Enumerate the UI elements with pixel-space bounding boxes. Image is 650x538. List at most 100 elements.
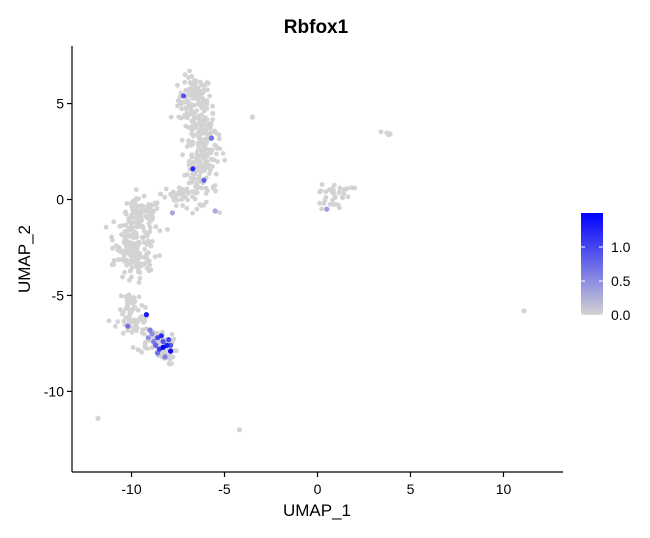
data-point xyxy=(166,337,172,343)
data-point xyxy=(184,205,190,211)
data-point xyxy=(158,333,164,339)
legend-tick-label: 0.0 xyxy=(611,307,631,323)
data-point xyxy=(175,82,180,88)
data-point xyxy=(180,152,185,158)
data-point xyxy=(217,210,223,216)
data-point xyxy=(129,329,135,335)
data-point xyxy=(143,304,148,310)
data-point xyxy=(144,231,150,237)
data-point xyxy=(210,117,216,122)
data-point xyxy=(143,312,149,318)
data-point xyxy=(126,234,132,239)
data-point xyxy=(191,102,197,108)
data-point xyxy=(210,164,216,170)
data-point xyxy=(152,254,158,259)
data-point xyxy=(190,111,195,117)
data-point xyxy=(205,80,210,85)
data-point xyxy=(337,205,342,211)
data-point xyxy=(341,191,347,197)
data-point xyxy=(148,206,154,212)
data-point xyxy=(190,194,195,199)
data-point xyxy=(184,144,190,149)
x-tick-label: 5 xyxy=(407,481,415,497)
data-point xyxy=(160,344,166,350)
data-point xyxy=(345,194,351,200)
data-point xyxy=(133,231,139,237)
data-point xyxy=(319,206,324,212)
data-point xyxy=(132,298,138,304)
data-point xyxy=(190,166,196,172)
data-point xyxy=(165,227,170,232)
data-point xyxy=(196,142,202,148)
data-point xyxy=(199,82,205,88)
data-point xyxy=(203,159,209,165)
data-point xyxy=(162,194,168,200)
legend-tick-label: 0.5 xyxy=(611,273,631,289)
data-point xyxy=(329,189,335,195)
data-point xyxy=(173,348,179,354)
data-point xyxy=(146,221,152,227)
data-point xyxy=(111,258,117,263)
data-point xyxy=(195,85,201,90)
data-point xyxy=(201,88,207,94)
data-point xyxy=(205,188,210,194)
data-point xyxy=(131,317,137,323)
data-point xyxy=(181,93,187,99)
data-point xyxy=(171,336,177,342)
data-point xyxy=(182,189,187,194)
data-point xyxy=(148,267,154,273)
data-point xyxy=(122,269,127,275)
data-point xyxy=(194,190,200,196)
data-point xyxy=(319,182,325,187)
data-point xyxy=(155,330,160,336)
data-point xyxy=(151,338,157,345)
data-point xyxy=(120,330,126,336)
data-point xyxy=(182,114,188,120)
data-point xyxy=(190,171,196,177)
data-point xyxy=(157,253,163,258)
data-point xyxy=(124,211,129,217)
data-point xyxy=(194,93,200,98)
data-point xyxy=(132,203,137,208)
data-point xyxy=(186,75,191,80)
data-point xyxy=(204,101,210,107)
data-point xyxy=(197,102,203,107)
data-point xyxy=(137,275,143,281)
data-point xyxy=(208,167,213,173)
data-point xyxy=(195,130,201,135)
data-point xyxy=(210,103,215,109)
data-point xyxy=(190,159,196,165)
data-point xyxy=(123,294,129,300)
x-axis-title: UMAP_1 xyxy=(283,501,351,520)
data-point xyxy=(168,342,174,348)
data-point xyxy=(110,245,115,251)
data-point xyxy=(147,262,153,268)
data-point xyxy=(131,295,137,300)
x-tick-label: 0 xyxy=(314,481,322,497)
data-point xyxy=(200,118,206,124)
data-point xyxy=(352,185,358,191)
x-tick-label: -5 xyxy=(218,481,231,497)
data-point xyxy=(142,246,148,252)
data-point xyxy=(111,219,117,225)
data-point xyxy=(211,157,217,163)
data-point xyxy=(142,341,148,347)
data-point xyxy=(204,125,210,131)
y-tick-label: 0 xyxy=(56,192,64,208)
data-point xyxy=(126,226,131,231)
data-point xyxy=(196,173,202,179)
data-point xyxy=(196,157,201,163)
data-point xyxy=(191,116,197,122)
color-legend-ticks: 1.0 0.5 0.0 xyxy=(581,239,631,323)
data-point xyxy=(203,122,209,127)
y-tick-label: 5 xyxy=(56,96,64,112)
data-point xyxy=(317,200,322,206)
data-point xyxy=(135,307,141,313)
data-point xyxy=(187,92,193,98)
data-point xyxy=(190,210,196,216)
data-point xyxy=(220,151,226,156)
data-point xyxy=(112,324,118,329)
data-point xyxy=(133,327,138,333)
data-point xyxy=(197,163,202,169)
data-point xyxy=(180,203,186,208)
